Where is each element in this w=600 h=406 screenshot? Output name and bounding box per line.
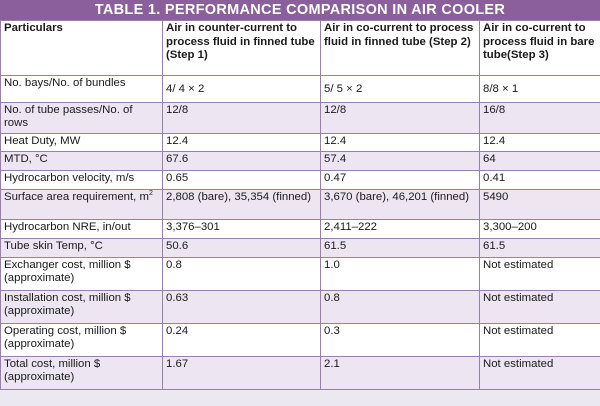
step-3-value: 3,300–200 (479, 219, 600, 239)
table-row: Total cost, million $ (approximate) 1.67… (0, 356, 600, 390)
step-3-value: 12.4 (479, 133, 600, 152)
step-3-value: 8/8 × 1 (479, 75, 600, 103)
step-1-value: 0.63 (162, 290, 321, 324)
step-2-value: 5/ 5 × 2 (320, 75, 480, 103)
step-3-value: 0.41 (479, 170, 600, 190)
step-3-value: 5490 (479, 189, 600, 220)
step-2-value: 0.8 (320, 290, 480, 324)
step-2-value: 0.3 (320, 323, 480, 357)
step-2-value: 2.1 (320, 356, 480, 390)
step-1-value: 0.65 (162, 170, 321, 190)
step-1-value: 12/8 (162, 102, 321, 134)
step-1-value: 3,376–301 (162, 219, 321, 239)
step-2-value: 2,411–222 (320, 219, 480, 239)
row-label: No. of tube passes/No. of rows (0, 102, 163, 134)
row-label: Hydrocarbon NRE, in/out (0, 219, 163, 239)
table-row: Tube skin Temp, °C 50.6 61.5 61.5 (0, 238, 600, 258)
step-3-value: 16/8 (479, 102, 600, 134)
step-2-value: 12/8 (320, 102, 480, 134)
step-2-value: 61.5 (320, 238, 480, 258)
step-2-value: 12.4 (320, 133, 480, 152)
row-label: Surface area requirement, m2 (0, 189, 163, 220)
step-1-value: 2,808 (bare), 35,354 (finned) (162, 189, 321, 220)
table-header-row: Particulars Air in counter-current to pr… (0, 20, 600, 76)
step-1-value: 1.67 (162, 356, 321, 390)
row-label: Tube skin Temp, °C (0, 238, 163, 258)
table-row: Hydrocarbon velocity, m/s 0.65 0.47 0.41 (0, 170, 600, 190)
step-3-value: Not estimated (479, 356, 600, 390)
table-row: Hydrocarbon NRE, in/out 3,376–301 2,411–… (0, 219, 600, 239)
step-3-value: Not estimated (479, 257, 600, 291)
step-2-value: 3,670 (bare), 46,201 (finned) (320, 189, 480, 220)
step-1-value: 0.8 (162, 257, 321, 291)
header-particulars: Particulars (0, 20, 163, 76)
row-label: Heat Duty, MW (0, 133, 163, 152)
performance-comparison-table: Particulars Air in counter-current to pr… (0, 20, 600, 390)
superscript-2: 2 (148, 190, 153, 198)
table-row: MTD, °C 67.6 57.4 64 (0, 151, 600, 171)
step-1-value: 4/ 4 × 2 (162, 75, 321, 103)
step-2-value: 1.0 (320, 257, 480, 291)
table-row: Exchanger cost, million $ (approximate) … (0, 257, 600, 291)
table-row: Installation cost, million $ (approximat… (0, 290, 600, 324)
step-3-value: Not estimated (479, 323, 600, 357)
row-label: Operating cost, million $ (approximate) (0, 323, 163, 357)
step-2-value: 0.47 (320, 170, 480, 190)
step-1-value: 50.6 (162, 238, 321, 258)
row-label: Hydrocarbon velocity, m/s (0, 170, 163, 190)
table-row: No. of tube passes/No. of rows 12/8 12/8… (0, 102, 600, 134)
row-label: Total cost, million $ (approximate) (0, 356, 163, 390)
row-label: No. bays/No. of bundles (0, 75, 163, 103)
table-row: Operating cost, million $ (approximate) … (0, 323, 600, 357)
step-3-value: 64 (479, 151, 600, 171)
step-2-value: 57.4 (320, 151, 480, 171)
table-row: Heat Duty, MW 12.4 12.4 12.4 (0, 133, 600, 152)
header-step-2: Air in co-current to process fluid in fi… (320, 20, 480, 76)
table-row: No. bays/No. of bundles 4/ 4 × 2 5/ 5 × … (0, 75, 600, 103)
header-step-1: Air in counter-current to process fluid … (162, 20, 321, 76)
row-label: MTD, °C (0, 151, 163, 171)
step-1-value: 12.4 (162, 133, 321, 152)
row-label-text: Surface area requirement, m (4, 191, 149, 203)
step-1-value: 0.24 (162, 323, 321, 357)
table-title: TABLE 1. PERFORMANCE COMPARISON IN AIR C… (0, 0, 600, 20)
row-label: Exchanger cost, million $ (approximate) (0, 257, 163, 291)
header-step-3: Air in co-current to process fluid in ba… (479, 20, 600, 76)
table-row: Surface area requirement, m2 2,808 (bare… (0, 189, 600, 220)
step-1-value: 67.6 (162, 151, 321, 171)
step-3-value: 61.5 (479, 238, 600, 258)
step-3-value: Not estimated (479, 290, 600, 324)
row-label: Installation cost, million $ (approximat… (0, 290, 163, 324)
